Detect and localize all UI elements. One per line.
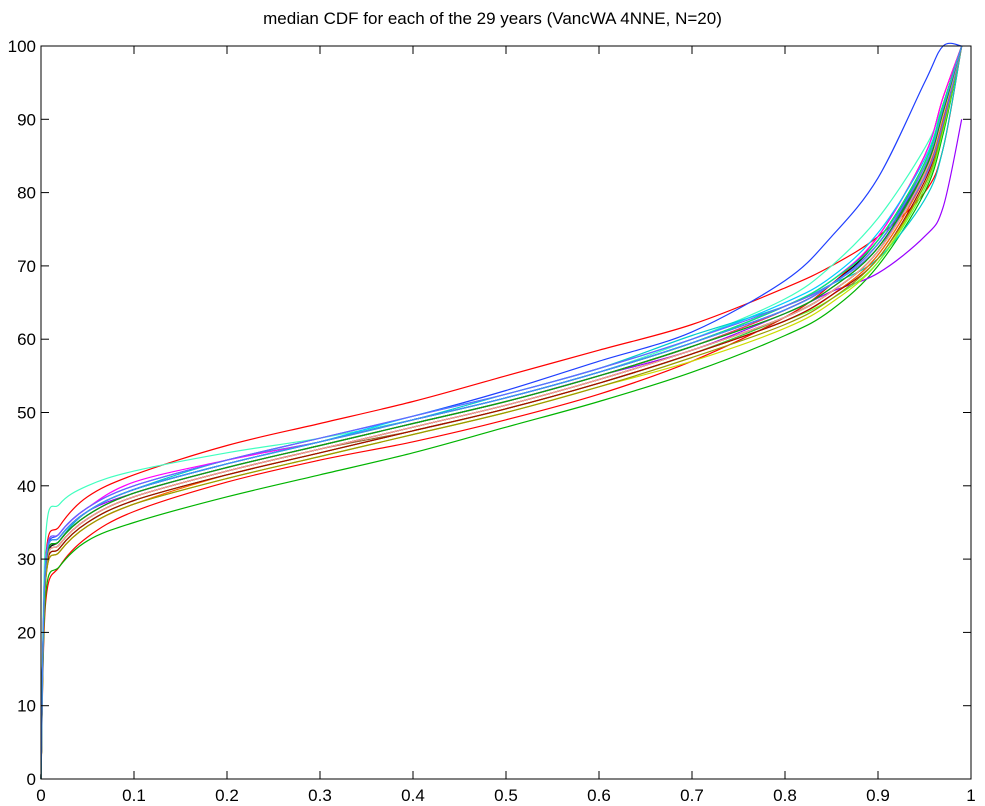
x-tick-label: 0.9 xyxy=(866,786,890,805)
y-tick-label: 70 xyxy=(17,257,36,276)
series-line-15 xyxy=(40,45,963,780)
series-line-12 xyxy=(40,45,963,780)
chart-title: median CDF for each of the 29 years (Van… xyxy=(263,9,722,28)
series-line-8 xyxy=(40,45,963,780)
x-tick-label: 0 xyxy=(36,786,45,805)
y-tick-label: 40 xyxy=(17,477,36,496)
series-line-4 xyxy=(40,42,962,780)
x-tick-label: 0.2 xyxy=(215,786,239,805)
series-line-10 xyxy=(40,45,963,780)
y-tick-label: 80 xyxy=(17,184,36,203)
y-tick-label: 60 xyxy=(17,330,36,349)
x-tick-label: 0.6 xyxy=(587,786,611,805)
series-line-25 xyxy=(40,45,963,780)
series-line-20 xyxy=(40,45,963,780)
axis-layer: 0 0.1 0.2 0.3 0.4 0.5 0.6 0.7 0.8 0.9 101020304050… xyxy=(8,37,976,805)
series-line-3 xyxy=(40,45,963,780)
series-line-18 xyxy=(40,45,963,780)
x-tick-label: 0.4 xyxy=(401,786,425,805)
series-line-13 xyxy=(40,45,963,780)
series-line-5 xyxy=(40,45,963,780)
x-tick-label: 0.3 xyxy=(308,786,332,805)
series-line-7 xyxy=(40,45,963,780)
series-line-1 xyxy=(40,45,963,780)
series-line-29 xyxy=(40,45,963,780)
y-tick-label: 10 xyxy=(17,697,36,716)
series-line-26 xyxy=(40,45,963,780)
series-line-23 xyxy=(40,45,963,780)
series-line-14 xyxy=(40,45,963,780)
series-line-16 xyxy=(40,45,963,780)
series-line-24 xyxy=(40,45,963,780)
series-line-6 xyxy=(40,119,963,780)
series-line-22 xyxy=(40,45,963,780)
series-layer xyxy=(40,42,963,780)
series-line-21 xyxy=(40,45,963,780)
y-tick-label: 0 xyxy=(27,770,36,789)
y-tick-label: 20 xyxy=(17,623,36,642)
y-tick-label: 30 xyxy=(17,550,36,569)
x-tick-label: 0.1 xyxy=(122,786,146,805)
series-line-9 xyxy=(40,45,963,780)
series-line-17 xyxy=(40,45,963,780)
x-tick-label: 1 xyxy=(966,786,975,805)
series-line-19 xyxy=(40,45,963,780)
series-line-11 xyxy=(40,45,963,780)
y-tick-label: 50 xyxy=(17,404,36,423)
x-tick-label: 0.5 xyxy=(494,786,518,805)
series-line-28 xyxy=(40,45,963,780)
series-line-27 xyxy=(40,45,963,780)
x-tick-label: 0.8 xyxy=(773,786,797,805)
y-tick-label: 90 xyxy=(17,110,36,129)
y-tick-label: 100 xyxy=(8,37,36,56)
x-tick-label: 0.7 xyxy=(680,786,704,805)
series-line-2 xyxy=(40,45,963,780)
